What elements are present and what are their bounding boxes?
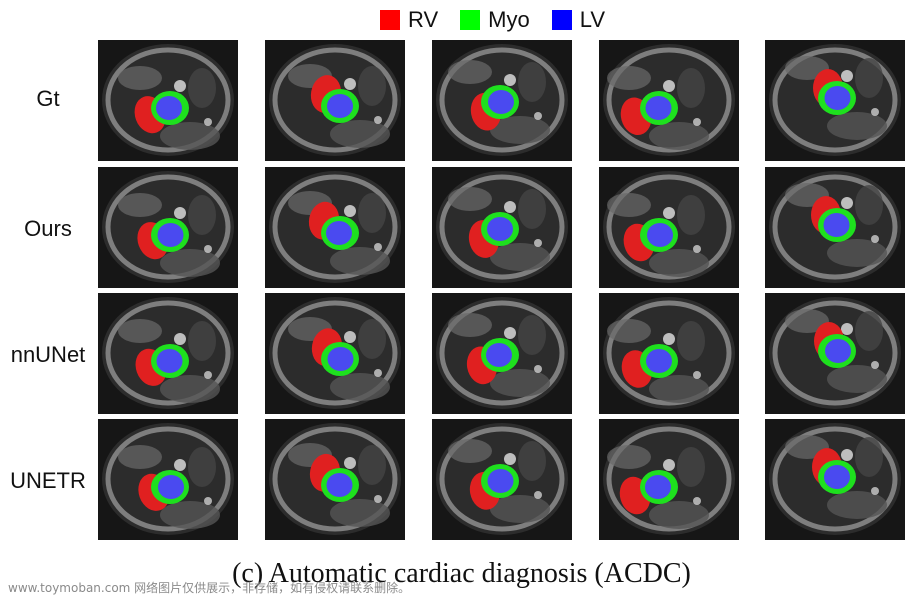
watermark: www.toymoban.com 网络图片仅供展示，非存储，如有侵权请联系删除。	[8, 581, 411, 595]
rv-swatch	[380, 10, 400, 30]
mri-cell-nnunet-1	[98, 293, 238, 414]
mri-cell-nnunet-4	[599, 293, 739, 414]
mri-cell-unetr-5	[765, 419, 905, 540]
row-label-unetr: UNETR	[10, 468, 86, 493]
legend-item-myo: Myo	[460, 7, 530, 33]
mri-cell-nnunet-2	[265, 293, 405, 414]
figure-caption: (c) Automatic cardiac diagnosis (ACDC)	[232, 558, 691, 589]
legend-label-lv: LV	[579, 7, 606, 32]
row-label-ours: Ours	[24, 216, 72, 241]
legend: RV Myo LV	[380, 6, 627, 34]
legend-item-lv: LV	[551, 7, 606, 33]
mri-cell-unetr-3	[432, 419, 572, 540]
mri-cell-unetr-4	[599, 419, 739, 540]
mri-cell-unetr-2	[265, 419, 405, 540]
mri-cell-ours-1	[98, 167, 238, 288]
mri-cell-unetr-1	[98, 419, 238, 540]
mri-cell-ours-5	[765, 167, 905, 288]
mri-cell-gt-1	[98, 40, 238, 161]
mri-cell-gt-2	[265, 40, 405, 161]
mri-cell-ours-3	[432, 167, 572, 288]
legend-item-rv: RV	[380, 7, 438, 33]
mri-cell-ours-4	[599, 167, 739, 288]
row-label-nnunet: nnUNet	[10, 342, 86, 367]
mri-cell-nnunet-3	[432, 293, 572, 414]
legend-label-myo: Myo	[488, 7, 530, 32]
row-label-gt: Gt	[36, 86, 60, 111]
legend-label-rv: RV	[408, 7, 439, 32]
mri-cell-gt-3	[432, 40, 572, 161]
myo-swatch	[460, 10, 481, 30]
mri-cell-nnunet-5	[765, 293, 905, 414]
lv-swatch	[551, 10, 572, 30]
mri-cell-gt-4	[599, 40, 739, 161]
mri-cell-ours-2	[265, 167, 405, 288]
mri-cell-gt-5	[765, 40, 905, 161]
